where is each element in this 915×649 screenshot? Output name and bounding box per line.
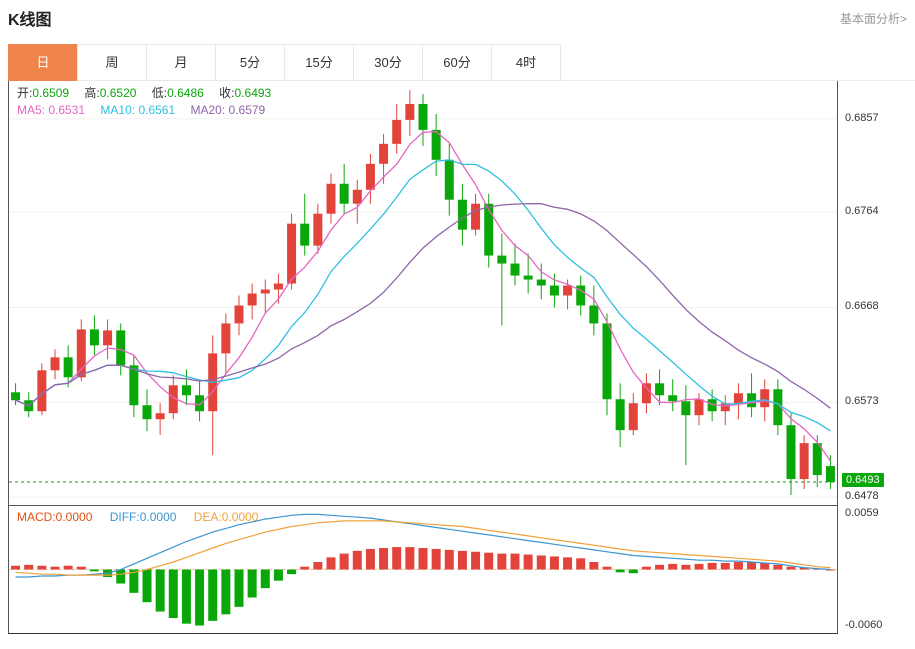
price-axis: 0.6493 0.6857 0.6764 0.6668 0.6573 0.6478 0.… <box>838 81 915 634</box>
high-label: 高: <box>84 86 100 100</box>
tab-bar-spacer <box>561 44 915 81</box>
ma10-value: 0.6561 <box>138 103 176 117</box>
tab-30min[interactable]: 30分 <box>353 44 423 81</box>
macd-value: 0.0000 <box>55 510 93 524</box>
dea-label: DEA: <box>193 510 222 524</box>
macd-axis-label: -0.0060 <box>845 618 883 631</box>
period-tab-bar: 日 周 月 5分 15分 30分 60分 4时 <box>8 44 915 81</box>
diff-value: 0.0000 <box>139 510 177 524</box>
macd-label: MACD: <box>17 510 56 524</box>
macd-info: MACD:0.0000 DIFF:0.0000 DEA:0.0000 <box>17 510 272 524</box>
current-price-badge: 0.6493 <box>842 473 884 488</box>
tab-5min[interactable]: 5分 <box>215 44 285 81</box>
tab-week[interactable]: 周 <box>77 44 147 81</box>
chart-region: 开:0.6509 高:0.6520 低:0.6486 收:0.6493 MA5:… <box>8 81 915 634</box>
macd-axis-label: 0.0059 <box>845 507 879 520</box>
tab-day[interactable]: 日 <box>8 44 78 81</box>
header: K线图 基本面分析> <box>0 0 915 32</box>
candlestick-chart[interactable]: 开:0.6509 高:0.6520 低:0.6486 收:0.6493 MA5:… <box>8 81 838 506</box>
chart-info: 开:0.6509 高:0.6520 低:0.6486 收:0.6493 MA5:… <box>17 85 283 119</box>
ma20-label: MA20: <box>190 103 226 117</box>
close-value: 0.6493 <box>234 86 272 100</box>
ma5-value: 0.6531 <box>48 103 86 117</box>
macd-chart[interactable]: MACD:0.0000 DIFF:0.0000 DEA:0.0000 <box>8 506 838 634</box>
page-title: K线图 <box>8 12 52 29</box>
dea-value: 0.0000 <box>221 510 259 524</box>
main-chart-canvas[interactable] <box>9 81 837 505</box>
open-label: 开: <box>17 86 33 100</box>
high-value: 0.6520 <box>99 86 137 100</box>
close-label: 收: <box>219 86 235 100</box>
ma5-label: MA5: <box>17 103 46 117</box>
ma-row: MA5: 0.6531 MA10: 0.6561 MA20: 0.6579 <box>17 102 283 119</box>
price-axis-label: 0.6478 <box>845 490 879 503</box>
price-axis-label: 0.6764 <box>845 204 879 217</box>
tab-month[interactable]: 月 <box>146 44 216 81</box>
tab-15min[interactable]: 15分 <box>284 44 354 81</box>
price-axis-label: 0.6668 <box>845 300 879 313</box>
main-price-axis: 0.6493 0.6857 0.6764 0.6668 0.6573 0.6478 <box>838 81 915 506</box>
low-label: 低: <box>151 86 168 100</box>
tab-60min[interactable]: 60分 <box>422 44 492 81</box>
diff-label: DIFF: <box>109 510 140 524</box>
ma10-label: MA10: <box>100 103 136 117</box>
macd-chart-canvas[interactable] <box>9 506 837 633</box>
fundamental-analysis-link[interactable]: 基本面分析> <box>839 11 907 26</box>
ma20-value: 0.6579 <box>228 103 266 117</box>
ohlc-row: 开:0.6509 高:0.6520 低:0.6486 收:0.6493 <box>17 85 283 102</box>
tab-4hour[interactable]: 4时 <box>491 44 561 81</box>
price-axis-label: 0.6573 <box>845 395 879 408</box>
macd-value-axis: 0.0059 -0.0060 <box>838 506 915 634</box>
price-axis-label: 0.6857 <box>845 111 879 124</box>
low-value: 0.6486 <box>167 86 204 100</box>
open-value: 0.6509 <box>32 86 70 100</box>
